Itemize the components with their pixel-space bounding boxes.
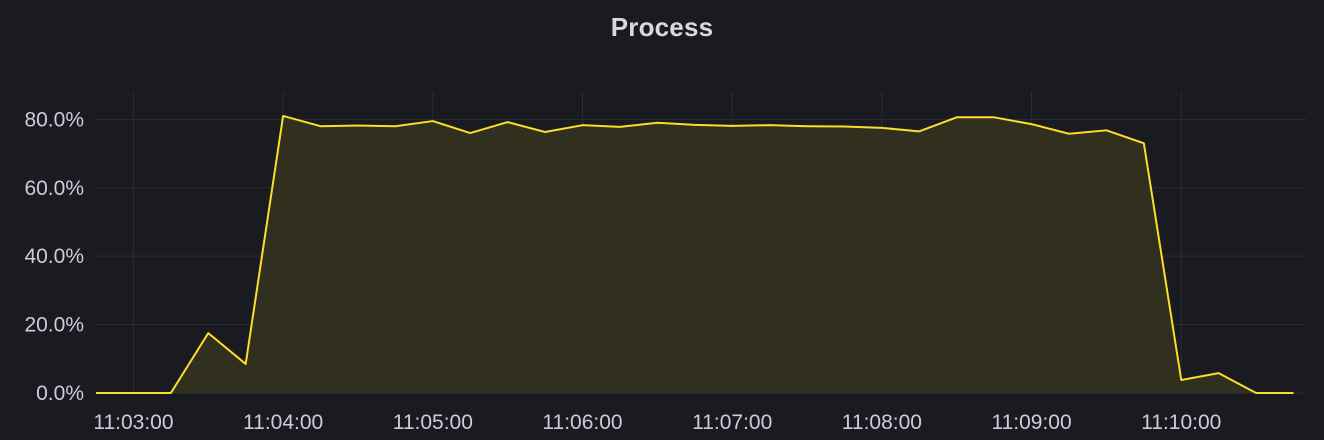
data-point[interactable] [468,131,473,136]
data-point[interactable] [94,391,99,396]
data-point[interactable] [1291,391,1296,396]
data-point[interactable] [992,115,997,120]
data-point[interactable] [168,391,173,396]
data-point[interactable] [1029,122,1034,127]
data-point[interactable] [1104,128,1109,133]
x-tick-label: 11:10:00 [1141,411,1221,434]
data-point[interactable] [505,120,510,125]
x-tick-label: 11:07:00 [692,411,772,434]
chart-area-layer [94,113,1296,396]
y-tick-label: 0.0% [36,382,84,405]
y-axis: 0.0% 20.0% 40.0% 60.0% 80.0% [24,108,84,405]
panel-title[interactable]: Process [610,12,714,42]
data-point[interactable] [281,113,286,118]
data-point[interactable] [692,122,697,127]
data-point[interactable] [767,123,772,128]
data-point[interactable] [805,124,810,129]
y-tick-label: 60.0% [24,177,84,200]
data-point[interactable] [543,130,548,135]
data-point[interactable] [1179,378,1184,383]
data-point[interactable] [318,124,323,129]
series-area-fill [96,115,1294,393]
data-point[interactable] [617,124,622,129]
data-point[interactable] [1141,141,1146,146]
data-point[interactable] [206,331,211,336]
x-tick-label: 11:09:00 [991,411,1071,434]
data-point[interactable] [879,125,884,130]
data-point[interactable] [430,119,435,124]
data-point[interactable] [655,120,660,125]
data-point[interactable] [1216,371,1221,376]
data-point[interactable] [917,129,922,134]
y-tick-label: 20.0% [24,314,84,337]
data-point[interactable] [1066,131,1071,136]
series-line[interactable] [96,114,1294,394]
data-point[interactable] [842,124,847,129]
x-tick-label: 11:06:00 [542,411,622,434]
data-point[interactable] [355,123,360,128]
x-tick-label: 11:04:00 [243,411,323,434]
data-point[interactable] [954,115,959,120]
y-tick-label: 40.0% [24,245,84,268]
data-point[interactable] [580,123,585,128]
x-tick-label: 11:05:00 [393,411,473,434]
data-point[interactable] [393,124,398,129]
data-point[interactable] [243,361,248,366]
data-point[interactable] [131,391,136,396]
x-tick-label: 11:03:00 [93,411,173,434]
y-tick-label: 80.0% [24,108,84,131]
x-axis: 11:03:00 11:04:00 11:05:00 11:06:00 11:07:00… [93,411,1221,434]
data-point[interactable] [730,123,735,128]
x-tick-label: 11:08:00 [842,411,922,434]
data-point[interactable] [1254,391,1259,396]
